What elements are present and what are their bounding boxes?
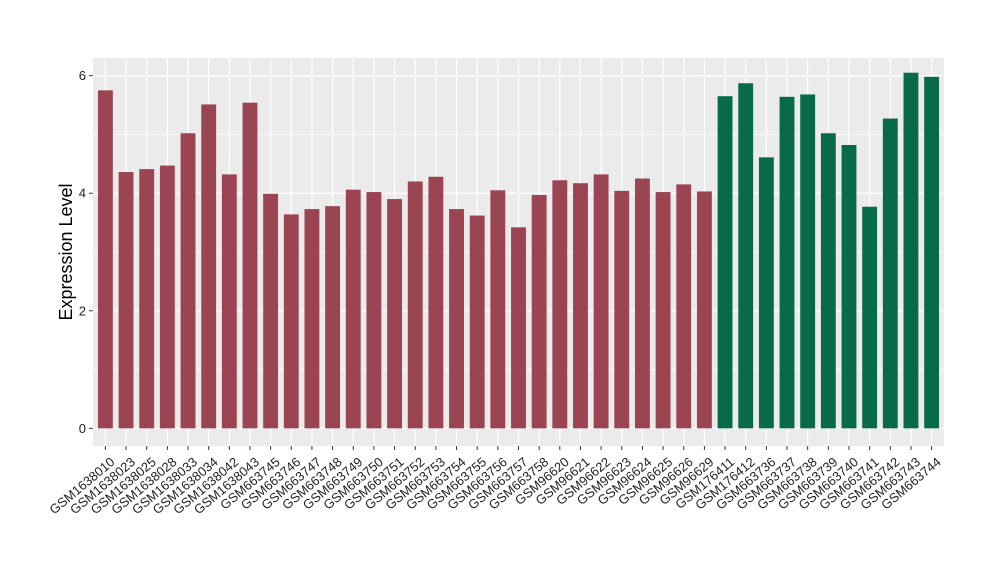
bar-GSM663753	[428, 176, 444, 429]
bar-GSM176412	[738, 83, 754, 429]
bar-GSM663747	[304, 209, 320, 429]
bar-GSM1638033	[180, 133, 196, 429]
bar-GSM663743	[903, 72, 919, 429]
bar-GSM96621	[573, 183, 588, 429]
bar-GSM96626	[676, 184, 692, 429]
y-tick-label: 2	[79, 303, 86, 318]
bar-GSM96623	[614, 190, 630, 429]
bar-GSM663749	[345, 189, 361, 429]
bar-GSM663740	[841, 145, 857, 429]
bar-GSM663736	[758, 157, 774, 429]
bar-GSM663754	[449, 209, 464, 429]
bar-GSM663755	[469, 215, 485, 429]
bar-GSM1638043	[242, 102, 258, 429]
bar-GSM663756	[490, 190, 506, 429]
bar-GSM1638023	[118, 172, 134, 429]
bar-GSM1638028	[159, 165, 175, 429]
bar-GSM96622	[593, 174, 609, 429]
y-tick-label: 0	[79, 421, 86, 436]
x-axis: GSM1638010GSM1638023GSM1638025GSM1638028…	[46, 446, 944, 517]
bar-GSM663758	[531, 194, 547, 429]
bar-GSM96629	[696, 191, 712, 429]
bar-GSM96625	[655, 192, 671, 429]
bar-GSM663751	[387, 199, 403, 429]
bar-GSM663752	[407, 181, 423, 429]
bar-GSM1638010	[97, 90, 113, 429]
bar-GSM96620	[552, 180, 568, 429]
bar-GSM96624	[634, 178, 650, 429]
bar-GSM663748	[325, 206, 341, 429]
bar-GSM663745	[263, 193, 279, 429]
bar-GSM176411	[717, 96, 733, 429]
bar-GSM663742	[882, 118, 898, 429]
bar-GSM663737	[779, 96, 795, 429]
y-tick-label: 4	[79, 186, 86, 201]
bar-GSM663746	[283, 214, 299, 429]
bar-GSM1638025	[139, 169, 155, 429]
bars	[97, 72, 940, 429]
y-axis: 0 2 4 6	[79, 68, 93, 436]
bar-GSM663757	[511, 227, 526, 429]
bar-GSM663738	[800, 94, 816, 429]
bar-GSM663741	[862, 206, 878, 429]
y-tick-label: 6	[79, 68, 86, 83]
bar-GSM1638042	[221, 174, 237, 429]
bar-GSM663744	[924, 76, 940, 429]
y-axis-title: Expression Level	[56, 183, 76, 320]
bar-GSM663739	[820, 133, 836, 429]
bar-GSM663750	[366, 192, 382, 429]
bar-GSM1638034	[201, 104, 217, 429]
